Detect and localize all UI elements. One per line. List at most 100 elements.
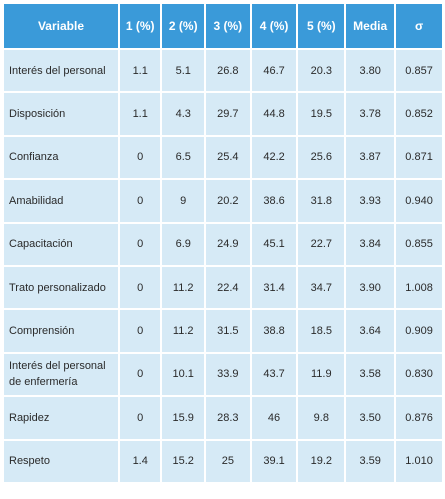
- header-3-percent: 3 (%): [206, 4, 250, 48]
- cell-4-percent: 42.2: [251, 136, 297, 179]
- cell-4-percent: 46: [251, 397, 297, 439]
- cell-4-percent: 45.1: [251, 223, 297, 265]
- header-4-percent: 4 (%): [251, 4, 297, 48]
- cell-4-percent: 43.7: [251, 353, 297, 396]
- cell-sigma: 0.857: [396, 50, 442, 92]
- cell-media: 3.90: [346, 266, 395, 309]
- cell-variable: Trato personalizado: [4, 266, 118, 309]
- cell-5-percent: 18.5: [298, 310, 345, 352]
- table-row: Trato personalizado 0 11.2 22.4 31.4 34.7 3.90…: [4, 266, 442, 309]
- cell-1-percent: 1.1: [119, 93, 161, 135]
- header-variable: Variable: [4, 4, 118, 48]
- cell-sigma: 1.008: [396, 266, 442, 309]
- table-row: Rapidez 0 15.9 28.3 46 9.8 3.50 0.876: [4, 397, 442, 439]
- cell-sigma: 0.876: [396, 397, 442, 439]
- cell-2-percent: 11.2: [162, 310, 204, 352]
- cell-4-percent: 31.4: [251, 266, 297, 309]
- cell-1-percent: 0: [119, 180, 161, 222]
- cell-5-percent: 19.5: [298, 93, 345, 135]
- cell-1-percent: 0: [119, 136, 161, 179]
- cell-media: 3.58: [346, 353, 395, 396]
- cell-variable: Comprensión: [4, 310, 118, 352]
- cell-5-percent: 11.9: [298, 353, 345, 396]
- table-body: Interés del personal 1.1 5.1 26.8 46.7 20.3 3.…: [4, 50, 442, 482]
- cell-variable: Respeto: [4, 440, 118, 482]
- cell-variable: Rapidez: [4, 397, 118, 439]
- header-row: Variable 1 (%) 2 (%) 3 (%) 4 (%) 5 (%) M…: [4, 4, 442, 48]
- cell-2-percent: 6.9: [162, 223, 204, 265]
- cell-3-percent: 24.9: [206, 223, 250, 265]
- cell-4-percent: 38.6: [251, 180, 297, 222]
- cell-3-percent: 26.8: [206, 50, 250, 92]
- cell-2-percent: 6.5: [162, 136, 204, 179]
- cell-1-percent: 0: [119, 310, 161, 352]
- cell-2-percent: 10.1: [162, 353, 204, 396]
- cell-1-percent: 0: [119, 266, 161, 309]
- cell-sigma: 0.940: [396, 180, 442, 222]
- cell-sigma: 0.852: [396, 93, 442, 135]
- cell-media: 3.84: [346, 223, 395, 265]
- cell-3-percent: 33.9: [206, 353, 250, 396]
- cell-sigma: 1.010: [396, 440, 442, 482]
- cell-media: 3.80: [346, 50, 395, 92]
- cell-media: 3.50: [346, 397, 395, 439]
- cell-1-percent: 0: [119, 353, 161, 396]
- cell-1-percent: 0: [119, 223, 161, 265]
- cell-4-percent: 44.8: [251, 93, 297, 135]
- cell-sigma: 0.855: [396, 223, 442, 265]
- cell-3-percent: 25: [206, 440, 250, 482]
- cell-4-percent: 46.7: [251, 50, 297, 92]
- cell-variable: Disposición: [4, 93, 118, 135]
- cell-variable: Confianza: [4, 136, 118, 179]
- cell-3-percent: 22.4: [206, 266, 250, 309]
- cell-5-percent: 9.8: [298, 397, 345, 439]
- table-row: Respeto 1.4 15.2 25 39.1 19.2 3.59 1.010: [4, 440, 442, 482]
- cell-variable: Interés del personal de enfermería: [4, 353, 118, 396]
- cell-5-percent: 22.7: [298, 223, 345, 265]
- cell-media: 3.93: [346, 180, 395, 222]
- cell-2-percent: 11.2: [162, 266, 204, 309]
- cell-variable: Interés del personal: [4, 50, 118, 92]
- table-row: Disposición 1.1 4.3 29.7 44.8 19.5 3.78 0.852: [4, 93, 442, 135]
- cell-3-percent: 20.2: [206, 180, 250, 222]
- cell-3-percent: 31.5: [206, 310, 250, 352]
- header-sigma: σ: [396, 4, 442, 48]
- cell-media: 3.87: [346, 136, 395, 179]
- table-row: Confianza 0 6.5 25.4 42.2 25.6 3.87 0.871: [4, 136, 442, 179]
- cell-5-percent: 34.7: [298, 266, 345, 309]
- cell-2-percent: 5.1: [162, 50, 204, 92]
- cell-media: 3.64: [346, 310, 395, 352]
- cell-1-percent: 1.1: [119, 50, 161, 92]
- table-row: Capacitación 0 6.9 24.9 45.1 22.7 3.84 0.855: [4, 223, 442, 265]
- cell-5-percent: 19.2: [298, 440, 345, 482]
- cell-2-percent: 15.9: [162, 397, 204, 439]
- cell-3-percent: 29.7: [206, 93, 250, 135]
- cell-3-percent: 28.3: [206, 397, 250, 439]
- table-row: Comprensión 0 11.2 31.5 38.8 18.5 3.64 0.909: [4, 310, 442, 352]
- cell-4-percent: 38.8: [251, 310, 297, 352]
- cell-2-percent: 9: [162, 180, 204, 222]
- cell-2-percent: 4.3: [162, 93, 204, 135]
- table-row: Interés del personal 1.1 5.1 26.8 46.7 20.3 3.…: [4, 50, 442, 92]
- header-media: Media: [346, 4, 395, 48]
- table-row: Amabilidad 0 9 20.2 38.6 31.8 3.93 0.940: [4, 180, 442, 222]
- cell-sigma: 0.871: [396, 136, 442, 179]
- cell-5-percent: 31.8: [298, 180, 345, 222]
- cell-5-percent: 20.3: [298, 50, 345, 92]
- cell-sigma: 0.830: [396, 353, 442, 396]
- cell-variable: Amabilidad: [4, 180, 118, 222]
- cell-3-percent: 25.4: [206, 136, 250, 179]
- cell-variable: Capacitación: [4, 223, 118, 265]
- cell-sigma: 0.909: [396, 310, 442, 352]
- cell-media: 3.78: [346, 93, 395, 135]
- cell-2-percent: 15.2: [162, 440, 204, 482]
- cell-5-percent: 25.6: [298, 136, 345, 179]
- cell-media: 3.59: [346, 440, 395, 482]
- header-5-percent: 5 (%): [298, 4, 345, 48]
- results-table: Variable 1 (%) 2 (%) 3 (%) 4 (%) 5 (%) M…: [2, 2, 444, 484]
- header-1-percent: 1 (%): [119, 4, 161, 48]
- cell-1-percent: 1.4: [119, 440, 161, 482]
- header-2-percent: 2 (%): [162, 4, 204, 48]
- table-row: Interés del personal de enfermería 0 10.1 33…: [4, 353, 442, 396]
